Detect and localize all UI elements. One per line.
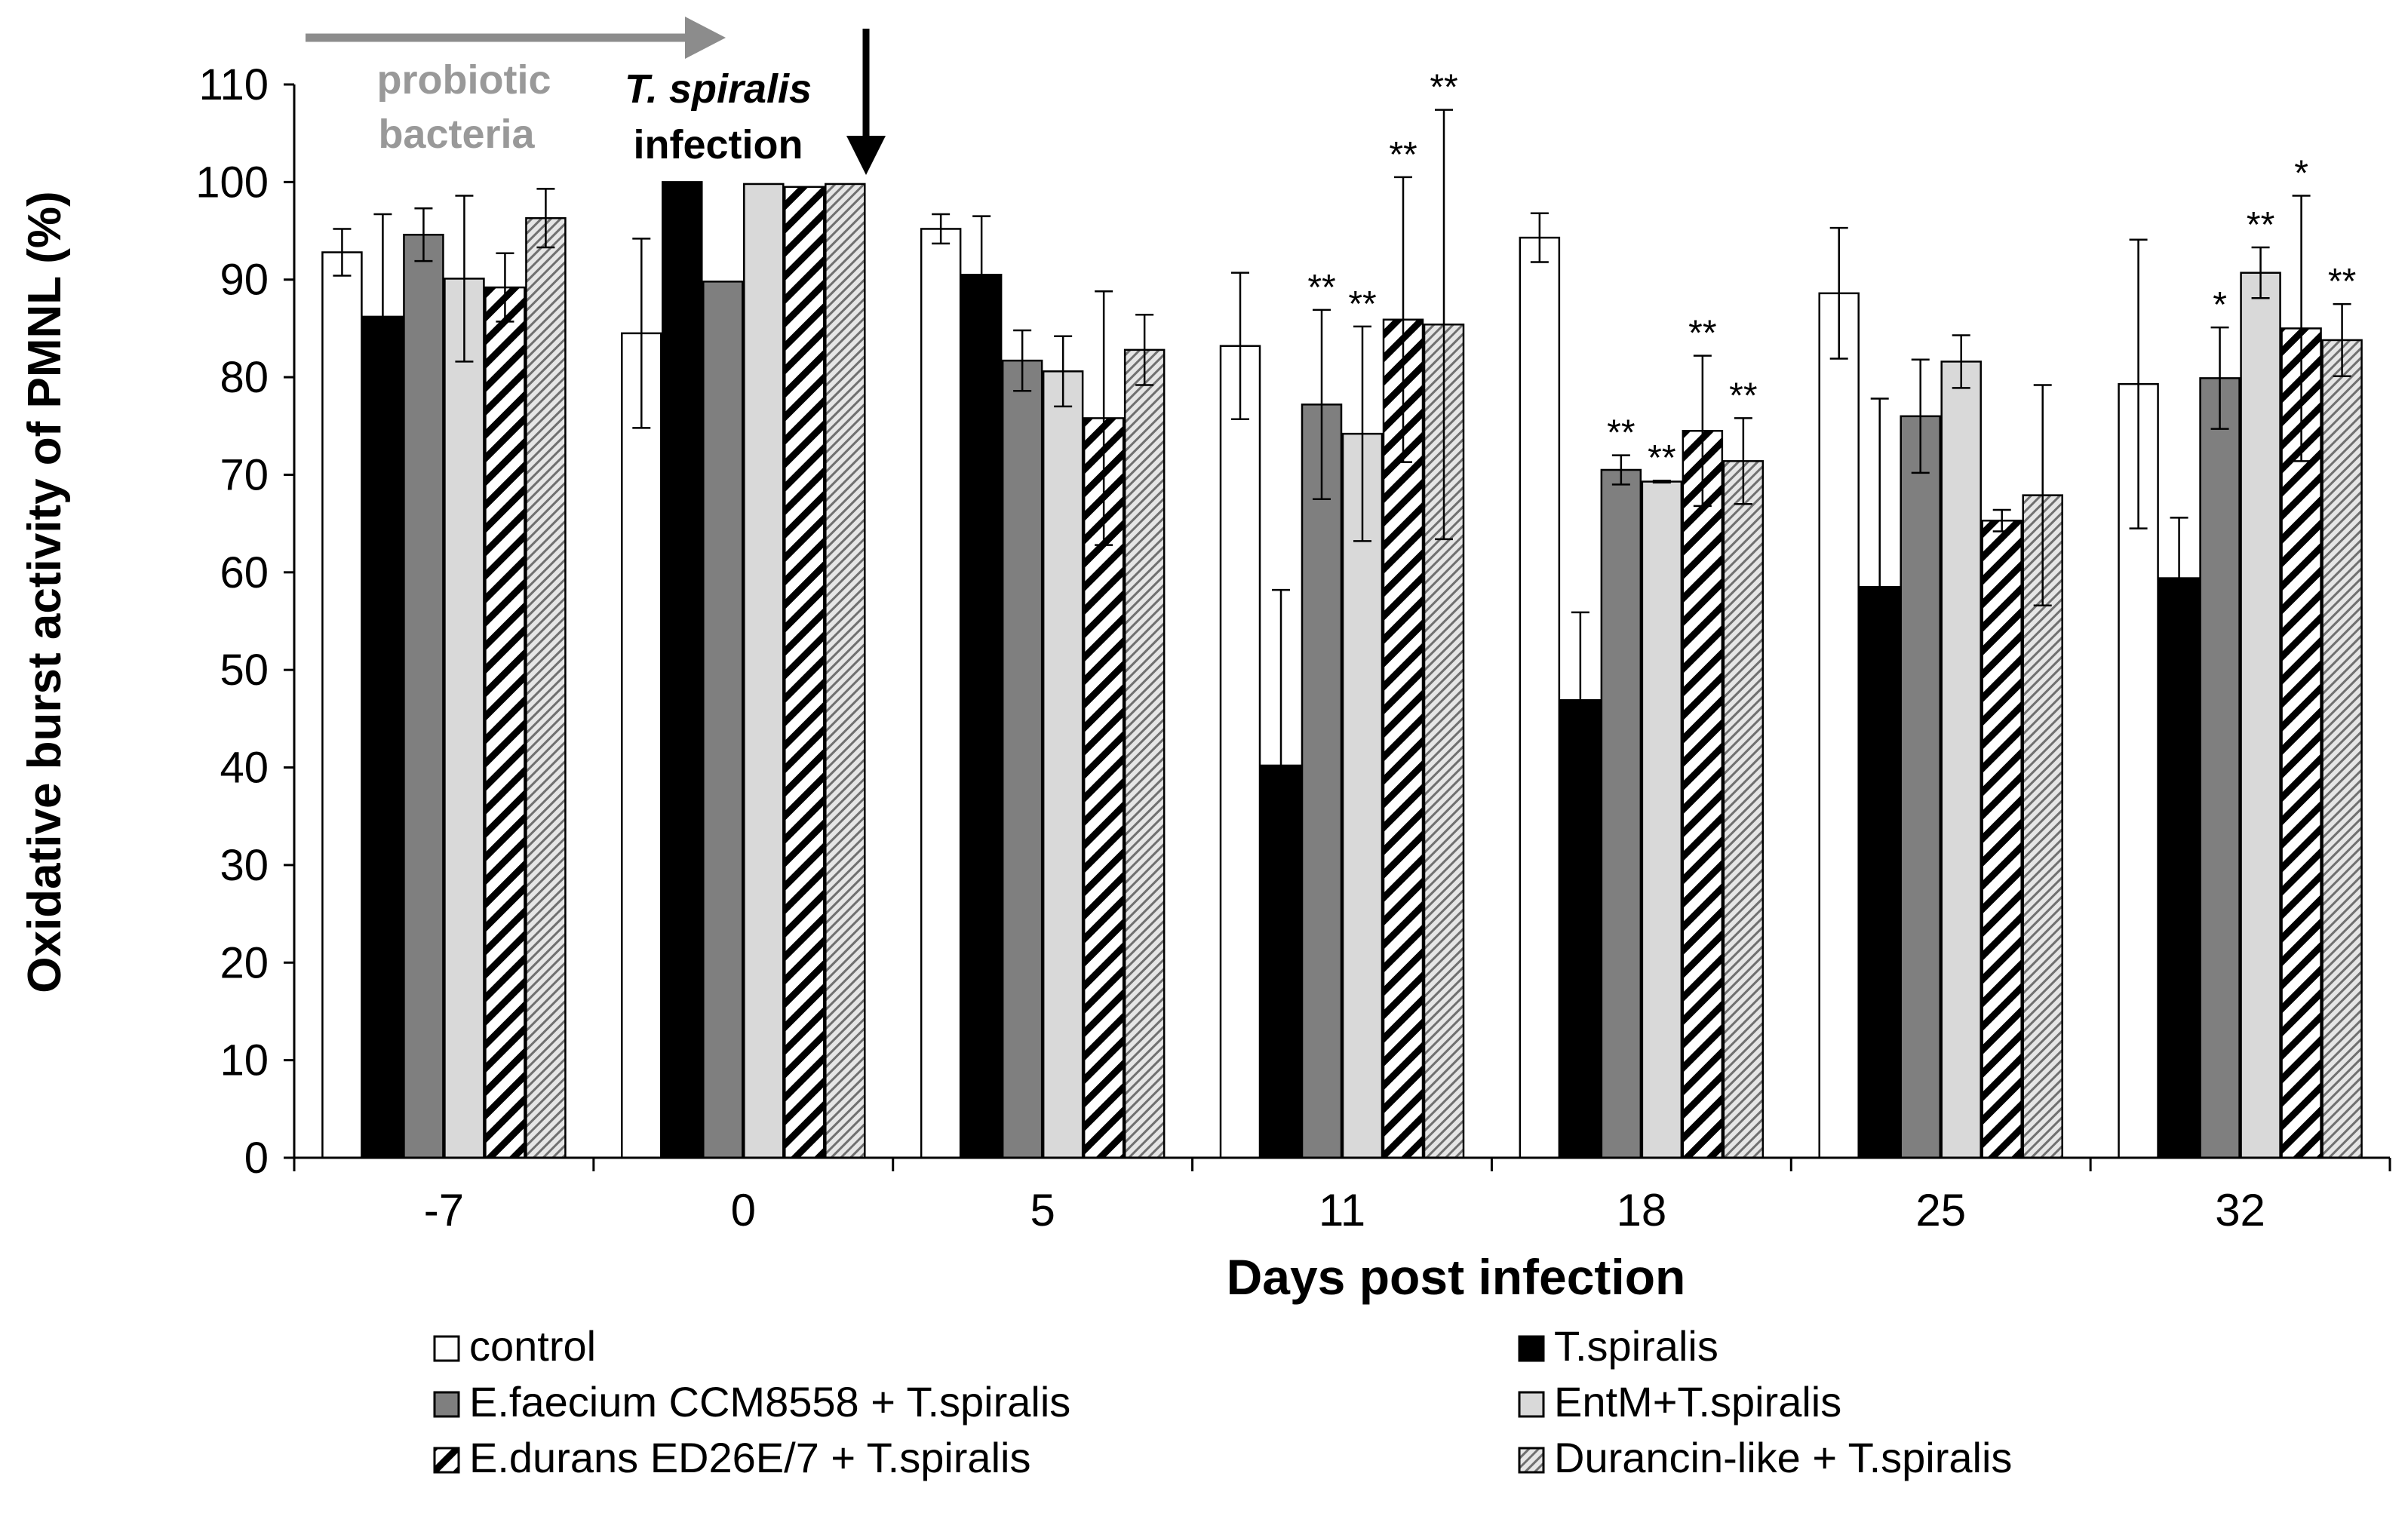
significance-label-durancin-like-t-spiralis-day-18: ** [1729, 376, 1757, 416]
y-tick-label-60: 60 [220, 548, 269, 597]
infection-annotation: T. spiralis infection [625, 29, 886, 175]
bar-e-durans-ed26e-7-t-spiralis-day-5 [1083, 417, 1125, 1159]
y-tick-label-90: 90 [220, 256, 269, 305]
y-tick-label-80: 80 [220, 353, 269, 402]
bar-entm-t-spiralis-day-7 [444, 278, 485, 1159]
legend-swatch-e-faecium [433, 1391, 460, 1418]
bar-e-faecium-ccm8558-t-spiralis-day-7 [403, 233, 444, 1159]
legend-item-control: control [433, 1322, 596, 1370]
significance-label-e-faecium-ccm8558-t-spiralis-day-11: ** [1307, 268, 1335, 308]
legend-label-e-faecium: E.faecium CCM8558 + T.spiralis [469, 1378, 1070, 1426]
bar-entm-t-spiralis-day-5 [1042, 370, 1084, 1159]
y-tick-label-0: 0 [244, 1134, 269, 1183]
y-tick-label-110: 110 [199, 60, 269, 109]
legend-label-t-spiralis: T.spiralis [1554, 1322, 1718, 1370]
x-tick-label-25: 25 [1915, 1185, 1966, 1235]
legend-swatch-entm [1518, 1391, 1545, 1418]
legend-label-control: control [469, 1322, 596, 1370]
bar-e-faecium-ccm8558-t-spiralis-day-32 [2199, 377, 2241, 1159]
legend-swatch-control [433, 1335, 460, 1362]
y-tick-label-30: 30 [220, 841, 269, 890]
bar-e-durans-ed26e-7-t-spiralis-day-0 [784, 186, 825, 1159]
y-tick-label-100: 100 [195, 158, 269, 207]
x-tick-label-0: 0 [731, 1185, 756, 1235]
legend-swatch-durancin [1518, 1447, 1545, 1474]
significance-label-e-durans-ed26e-7-t-spiralis-day-11: ** [1389, 135, 1417, 175]
bar-entm-t-spiralis-day-18 [1641, 480, 1683, 1159]
probiotic-arrow-head [685, 17, 726, 59]
infection-label-line2: infection [634, 122, 803, 167]
bar-e-faecium-ccm8558-t-spiralis-day-18 [1600, 468, 1642, 1159]
bar-entm-t-spiralis-day-25 [1940, 361, 1982, 1159]
significance-label-e-durans-ed26e-7-t-spiralis-day-32: * [2294, 153, 2308, 193]
legend-swatch-e-durans [433, 1447, 460, 1474]
probiotic-label-line1: probiotic [377, 57, 551, 103]
bar-t-spiralis-day-0 [662, 181, 703, 1159]
bar-durancin-like-t-spiralis-day-32 [2321, 339, 2363, 1159]
y-tick-label-70: 70 [220, 450, 269, 499]
bar-t-spiralis-day-5 [960, 274, 1003, 1159]
x-tick-label-32: 32 [2215, 1185, 2265, 1235]
bar-e-faecium-ccm8558-t-spiralis-day-25 [1900, 415, 1941, 1159]
x-tick-label-5: 5 [1030, 1185, 1055, 1235]
infection-label-line1: T. spiralis [625, 66, 812, 112]
x-tick-label-7: -7 [424, 1185, 464, 1235]
y-axis-title: Oxidative burst activity of PMNL (%) [19, 191, 71, 993]
bar-e-durans-ed26e-7-t-spiralis-day-7 [484, 286, 526, 1159]
bar-entm-t-spiralis-day-11 [1341, 432, 1384, 1159]
x-tick-label-11: 11 [1319, 1185, 1365, 1235]
x-tick-label-18: 18 [1616, 1185, 1666, 1235]
y-tick-label-50: 50 [220, 646, 269, 695]
legend-item-entm: EntM+T.spiralis [1518, 1378, 1841, 1426]
bar-entm-t-spiralis-day-32 [2240, 272, 2281, 1159]
significance-label-durancin-like-t-spiralis-day-11: ** [1430, 68, 1457, 108]
legend-item-e-durans: E.durans ED26E/7 + T.spiralis [433, 1434, 1030, 1481]
bar-durancin-like-t-spiralis-day-18 [1722, 460, 1765, 1159]
bar-control-day-5 [920, 228, 962, 1159]
bar-e-durans-ed26e-7-t-spiralis-day-18 [1682, 429, 1724, 1159]
legend-label-durancin: Durancin-like + T.spiralis [1554, 1434, 2012, 1481]
bar-t-spiralis-day-7 [362, 315, 404, 1159]
bar-durancin-like-t-spiralis-day-5 [1123, 348, 1166, 1159]
significance-label-e-faecium-ccm8558-t-spiralis-day-32: * [2213, 285, 2227, 325]
legend-label-entm: EntM+T.spiralis [1554, 1378, 1841, 1426]
bar-e-faecium-ccm8558-t-spiralis-day-5 [1001, 359, 1043, 1159]
legend-item-t-spiralis: T.spiralis [1518, 1322, 1718, 1370]
legend: control T.spiralis E.faecium CCM8558 + T… [433, 1322, 2012, 1481]
significance-label-entm-t-spiralis-day-11: ** [1348, 284, 1376, 324]
legend-swatch-t-spiralis [1518, 1335, 1545, 1362]
plot-area: ** ******************** [321, 68, 2363, 1159]
bar-durancin-like-t-spiralis-day-0 [825, 183, 866, 1159]
bar-e-faecium-ccm8558-t-spiralis-day-0 [702, 281, 744, 1159]
legend-item-durancin: Durancin-like + T.spiralis [1518, 1434, 2012, 1481]
infection-arrow-head [846, 136, 886, 175]
bar-e-durans-ed26e-7-t-spiralis-day-25 [1981, 520, 2023, 1159]
axes: 0 10 20 30 40 50 60 70 80 90 100 110 -7 0 5 11 18 25 32 [195, 60, 2391, 1235]
probiotic-annotation: probiotic bacteria [306, 17, 726, 157]
significance-label-e-durans-ed26e-7-t-spiralis-day-18: ** [1688, 314, 1716, 354]
significance-label-entm-t-spiralis-day-18: ** [1648, 438, 1675, 478]
bar-control-day-7 [321, 251, 363, 1159]
legend-label-e-durans: E.durans ED26E/7 + T.spiralis [469, 1434, 1030, 1481]
x-axis-title: Days post infection [1227, 1249, 1686, 1305]
bar-durancin-like-t-spiralis-day-7 [525, 216, 567, 1159]
bar-e-faecium-ccm8558-t-spiralis-day-11 [1301, 404, 1343, 1159]
significance-label-durancin-like-t-spiralis-day-32: ** [2328, 262, 2356, 302]
significance-label-entm-t-spiralis-day-32: ** [2247, 205, 2274, 245]
bar-control-day-0 [621, 332, 662, 1159]
legend-item-e-faecium: E.faecium CCM8558 + T.spiralis [433, 1378, 1070, 1426]
bar-control-day-25 [1818, 292, 1860, 1159]
bar-control-day-18 [1519, 236, 1561, 1159]
y-tick-label-40: 40 [220, 744, 269, 793]
bar-entm-t-spiralis-day-0 [743, 183, 785, 1159]
y-tick-label-10: 10 [220, 1036, 269, 1085]
bar-t-spiralis-day-32 [2158, 577, 2200, 1159]
y-tick-label-20: 20 [220, 938, 269, 987]
bar-control-day-11 [1219, 345, 1261, 1159]
probiotic-label-line2: bacteria [378, 112, 535, 157]
significance-label-e-faecium-ccm8558-t-spiralis-day-18: ** [1607, 413, 1635, 453]
